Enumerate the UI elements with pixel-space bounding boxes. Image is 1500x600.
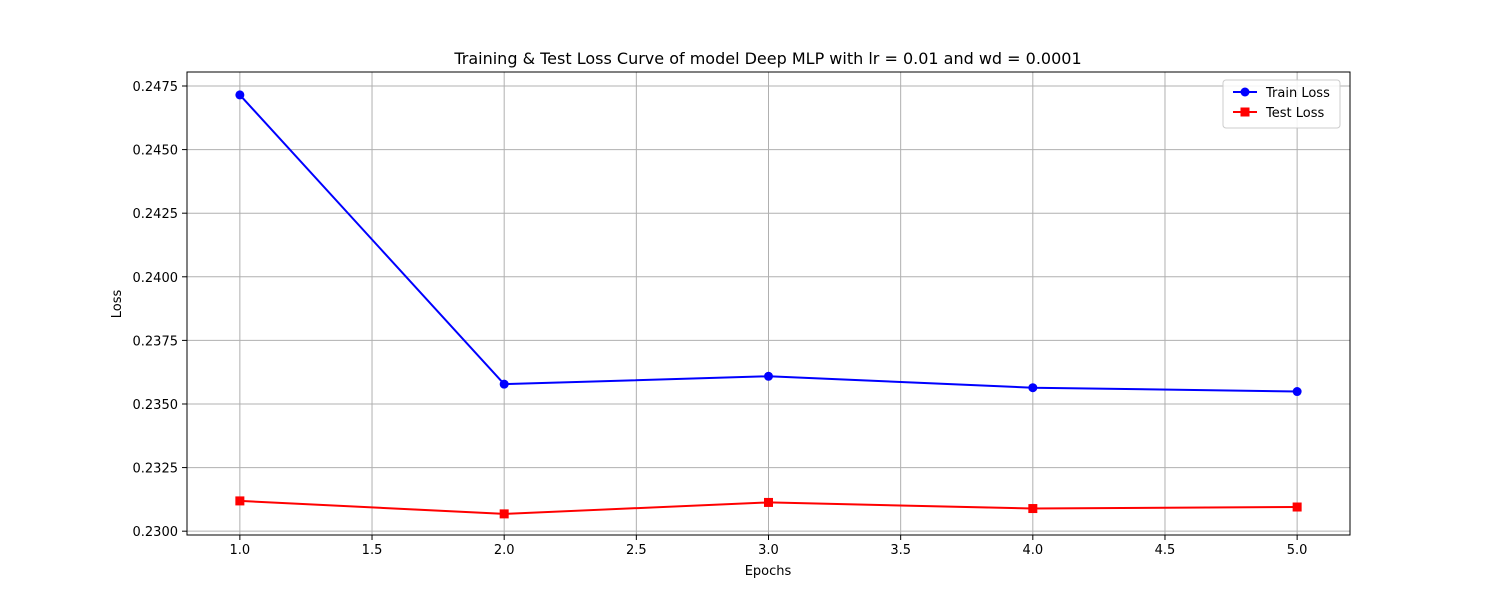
grid-lines [187, 72, 1350, 535]
legend-label: Test Loss [1265, 106, 1324, 121]
test-loss-point [235, 496, 245, 506]
x-tick-label: 4.0 [1022, 543, 1043, 558]
y-tick-label: 0.2475 [133, 80, 179, 95]
plot-frame [186, 71, 1351, 536]
y-tick-label: 0.2400 [133, 271, 179, 286]
legend-label: Train Loss [1265, 86, 1330, 101]
x-tick-label: 1.5 [362, 543, 383, 558]
x-tick-label: 2.5 [626, 543, 647, 558]
x-tick-label: 4.5 [1155, 543, 1176, 558]
x-tick-label: 3.0 [758, 543, 779, 558]
train-loss-point [499, 379, 509, 389]
x-tick-label: 5.0 [1287, 543, 1308, 558]
x-tick-label: 2.0 [494, 543, 515, 558]
chart-title: Training & Test Loss Curve of model Deep… [453, 49, 1081, 68]
test-loss-point [1292, 502, 1302, 512]
legend: Train Loss Test Loss [1222, 79, 1341, 129]
train-loss-point [235, 90, 245, 100]
x-tick-label: 3.5 [890, 543, 911, 558]
train-loss-point [764, 371, 773, 381]
x-tick-label: 1.0 [230, 543, 251, 558]
axes: 1.0 1.5 2.0 2.5 3.0 3.5 4.0 4.5 5.0 0.2300 0.2325 0… [133, 80, 1308, 558]
y-axis-label: Loss [110, 290, 125, 319]
train-loss-point [1292, 387, 1302, 397]
train-loss-point [1028, 383, 1038, 393]
y-tick-label: 0.2375 [133, 334, 179, 349]
series-group [235, 90, 1302, 519]
legend-marker [1240, 87, 1250, 97]
legend-marker [1240, 107, 1250, 117]
y-tick-label: 0.2425 [133, 207, 179, 222]
y-tick-label: 0.2325 [133, 462, 179, 477]
x-axis-label: Epochs [745, 564, 792, 579]
test-loss-point [1028, 504, 1038, 514]
test-loss-point [499, 509, 509, 519]
test-loss-point [764, 497, 773, 507]
y-tick-label: 0.2300 [133, 525, 179, 540]
y-tick-label: 0.2350 [133, 398, 179, 413]
y-tick-label: 0.2450 [133, 144, 179, 159]
